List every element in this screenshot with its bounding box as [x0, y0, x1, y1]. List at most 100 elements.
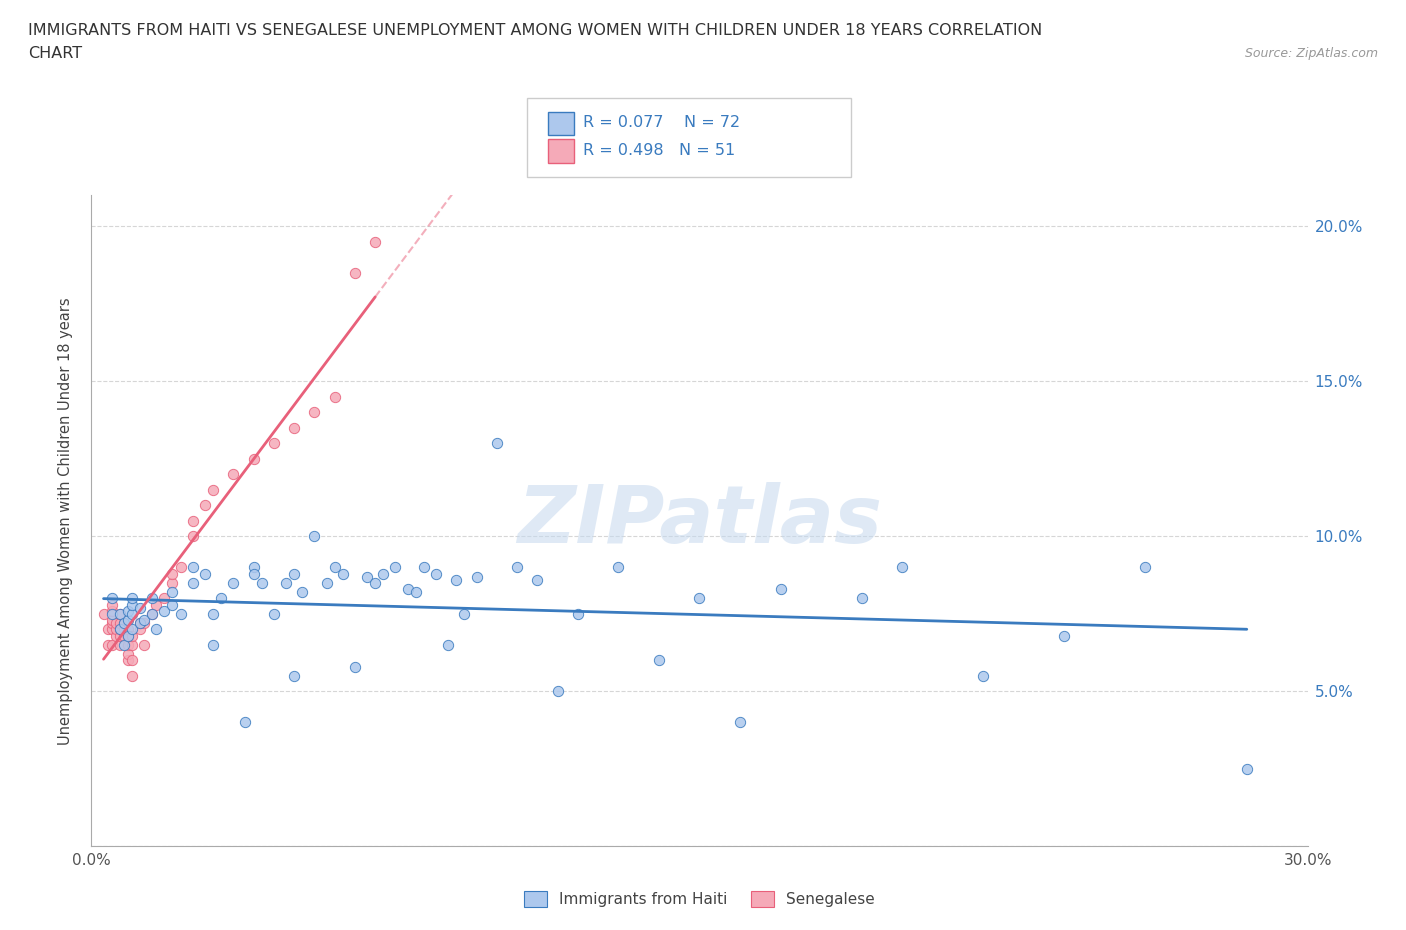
Point [323, 560, 346, 575]
Point [194, 566, 217, 581]
Point [425, 566, 447, 581]
Point [291, 585, 314, 600]
Point [250, 576, 273, 591]
Point [242, 560, 264, 575]
Point [356, 569, 378, 584]
Point [117, 628, 139, 643]
Point [274, 576, 297, 591]
Point [283, 669, 305, 684]
Point [121, 622, 143, 637]
Text: IMMIGRANTS FROM HAITI VS SENEGALESE UNEMPLOYMENT AMONG WOMEN WITH CHILDREN UNDER: IMMIGRANTS FROM HAITI VS SENEGALESE UNEM… [28, 23, 1042, 38]
Point [384, 560, 406, 575]
Point [132, 637, 155, 652]
Point [688, 591, 710, 605]
Point [343, 659, 366, 674]
Point [526, 572, 548, 587]
Point [343, 265, 366, 280]
Point [108, 637, 131, 652]
Point [567, 606, 589, 621]
Point [396, 581, 419, 596]
Point [364, 234, 387, 249]
Point [129, 616, 152, 631]
Point [100, 604, 122, 618]
Point [506, 560, 529, 575]
Point [1135, 560, 1157, 575]
Point [181, 513, 204, 528]
Text: ZIPatlas: ZIPatlas [517, 482, 882, 560]
Point [453, 606, 475, 621]
Point [141, 606, 163, 621]
Text: Source: ZipAtlas.com: Source: ZipAtlas.com [1244, 46, 1378, 60]
Point [108, 606, 131, 621]
Point [100, 591, 122, 605]
Point [263, 436, 285, 451]
Point [108, 616, 131, 631]
Legend: Immigrants from Haiti, Senegalese: Immigrants from Haiti, Senegalese [519, 885, 880, 913]
Point [121, 637, 143, 652]
Point [332, 566, 354, 581]
Point [437, 637, 460, 652]
Point [100, 616, 122, 631]
Point [162, 597, 184, 612]
Point [444, 572, 467, 587]
Point [222, 467, 245, 482]
Point [222, 576, 245, 591]
Point [112, 616, 135, 631]
Point [648, 653, 671, 668]
Point [145, 622, 167, 637]
Point [100, 637, 122, 652]
Point [100, 606, 122, 621]
Point [304, 529, 326, 544]
Point [108, 628, 131, 643]
Point [235, 715, 257, 730]
Point [891, 560, 914, 575]
Point [141, 591, 163, 605]
Point [93, 606, 115, 621]
Point [108, 622, 131, 637]
Point [304, 405, 326, 419]
Point [117, 653, 139, 668]
Point [202, 483, 225, 498]
Point [104, 628, 127, 643]
Point [283, 420, 305, 435]
Point [315, 576, 337, 591]
Point [117, 604, 139, 618]
Point [728, 715, 751, 730]
Point [405, 585, 427, 600]
Point [364, 576, 387, 591]
Point [169, 560, 191, 575]
Point [162, 576, 184, 591]
Point [181, 529, 204, 544]
Point [181, 560, 204, 575]
Point [117, 628, 139, 643]
Point [202, 606, 225, 621]
Point [100, 597, 122, 612]
Point [769, 581, 792, 596]
Point [153, 591, 176, 605]
Point [112, 628, 135, 643]
Point [181, 576, 204, 591]
Point [242, 566, 264, 581]
Text: R = 0.077    N = 72: R = 0.077 N = 72 [583, 115, 741, 130]
Point [162, 585, 184, 600]
Point [104, 622, 127, 637]
Point [129, 600, 152, 615]
Point [97, 637, 120, 652]
Point [121, 591, 143, 605]
Text: CHART: CHART [28, 46, 82, 61]
Point [121, 653, 143, 668]
Point [117, 613, 139, 628]
Point [121, 606, 143, 621]
Point [1053, 628, 1076, 643]
Point [323, 390, 346, 405]
Point [145, 597, 167, 612]
Point [132, 613, 155, 628]
Point [1236, 762, 1258, 777]
Point [194, 498, 217, 512]
Point [108, 622, 131, 637]
Point [412, 560, 434, 575]
Point [100, 613, 122, 628]
Point [283, 566, 305, 581]
Point [129, 616, 152, 631]
Text: R = 0.498   N = 51: R = 0.498 N = 51 [583, 143, 735, 158]
